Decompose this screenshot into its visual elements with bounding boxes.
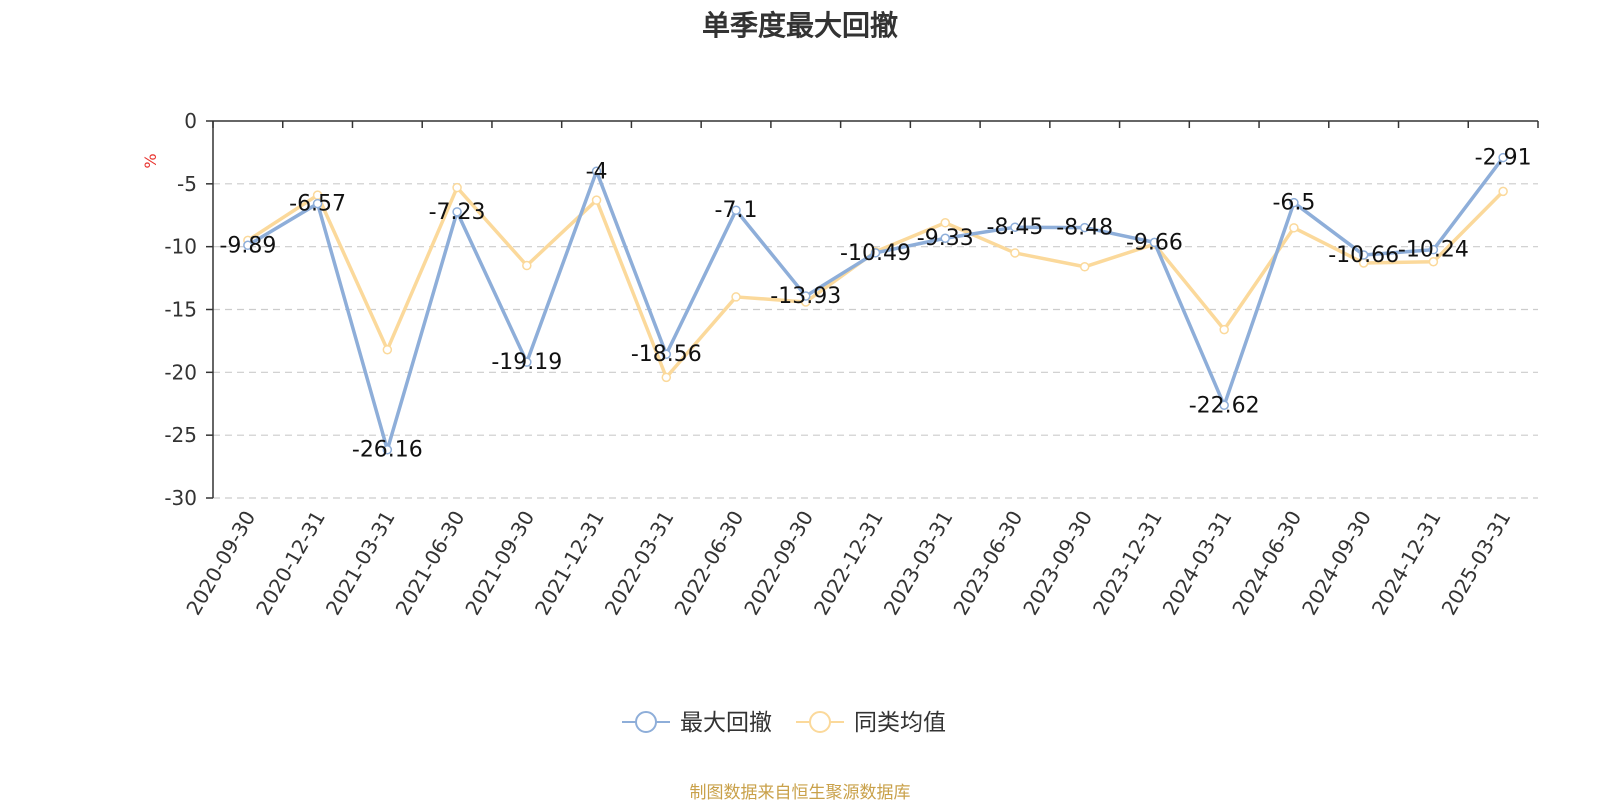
data-label: -9.33 xyxy=(917,226,974,251)
data-point[interactable] xyxy=(1428,256,1439,267)
axes: 0-5-10-15-20-25-302020-09-302020-12-3120… xyxy=(141,109,1539,620)
data-point[interactable] xyxy=(1219,400,1229,411)
x-tick-label: 2021-06-30 xyxy=(391,507,470,620)
data-label: -7.1 xyxy=(715,198,758,223)
x-tick-label: 2021-09-30 xyxy=(460,507,539,620)
data-point[interactable] xyxy=(1498,186,1508,197)
x-tick-label: 2023-12-31 xyxy=(1088,507,1167,620)
x-tick-label: 2023-06-30 xyxy=(948,506,1027,619)
data-point[interactable] xyxy=(731,205,741,215)
data-label: -4 xyxy=(586,159,608,184)
y-tick-label: -5 xyxy=(177,172,197,196)
data-label: -9.66 xyxy=(1126,230,1183,255)
data-point[interactable] xyxy=(243,240,253,251)
legend-item-0[interactable]: 最大回撤 xyxy=(622,710,772,736)
x-tick-label: 2021-03-31 xyxy=(321,507,400,620)
data-point[interactable] xyxy=(382,344,393,355)
data-label: -6.57 xyxy=(289,192,346,217)
data-labels: -9.89 -6.57 -26.16 -7.23 -19.19 -4 -18.56 -7.1 -… xyxy=(219,146,1531,463)
data-label: -18.56 xyxy=(631,342,702,367)
data-point[interactable] xyxy=(591,166,602,177)
data-point[interactable] xyxy=(1428,244,1439,255)
data-label: -10.24 xyxy=(1398,238,1469,263)
legend-item-1[interactable]: 同类均值 xyxy=(796,710,946,736)
data-label: -22.62 xyxy=(1189,393,1260,418)
data-label: -2.91 xyxy=(1475,146,1532,171)
x-tick-label: 2023-09-30 xyxy=(1018,507,1097,620)
data-point[interactable] xyxy=(940,218,950,228)
data-point[interactable] xyxy=(661,349,672,359)
x-tick-label: 2025-03-31 xyxy=(1437,507,1516,620)
data-point[interactable] xyxy=(1358,250,1369,260)
y-tick-label: -25 xyxy=(164,423,197,447)
data-point[interactable] xyxy=(1010,222,1020,232)
x-tick-label: 2024-06-30 xyxy=(1227,507,1306,620)
data-point[interactable] xyxy=(1289,197,1299,208)
data-label: -19.19 xyxy=(491,350,562,375)
y-tick-label: 0 xyxy=(184,109,197,133)
data-point[interactable] xyxy=(1149,237,1160,248)
y-tick-label: -10 xyxy=(164,235,197,259)
x-tick-label: 2024-12-31 xyxy=(1367,507,1446,620)
legend-marker xyxy=(809,711,831,733)
data-label: -26.16 xyxy=(352,438,423,463)
data-point[interactable] xyxy=(1219,324,1229,335)
x-tick-label: 2023-03-31 xyxy=(879,507,958,620)
data-point[interactable] xyxy=(452,207,462,217)
data-point[interactable] xyxy=(1079,262,1090,272)
data-point[interactable] xyxy=(312,198,323,209)
y-tick-label: -20 xyxy=(164,360,197,384)
data-point[interactable] xyxy=(382,444,393,455)
y-tick-label: -15 xyxy=(164,298,197,322)
data-point[interactable] xyxy=(1289,223,1299,233)
x-tick-label: 2022-06-30 xyxy=(669,507,748,620)
data-point[interactable] xyxy=(940,233,950,243)
data-point[interactable] xyxy=(661,372,672,383)
data-point[interactable] xyxy=(522,357,532,367)
data-point[interactable] xyxy=(1010,248,1020,258)
data-label: -6.5 xyxy=(1272,191,1315,216)
y-tick-label: -30 xyxy=(164,486,197,510)
x-tick-label: 2020-09-30 xyxy=(181,507,260,620)
data-point[interactable] xyxy=(870,248,881,258)
data-label: -10.49 xyxy=(840,241,911,266)
y-axis-unit: % xyxy=(141,153,160,168)
data-label: -13.93 xyxy=(770,284,841,309)
x-tick-label: 2020-12-31 xyxy=(251,507,330,620)
data-label: -10.66 xyxy=(1328,243,1399,268)
series-lines xyxy=(243,152,1508,455)
data-label: -9.89 xyxy=(219,233,276,258)
data-point[interactable] xyxy=(801,291,811,301)
legend-label: 最大回撤 xyxy=(680,710,772,736)
legend[interactable]: 最大回撤 同类均值 xyxy=(622,710,946,736)
data-point[interactable] xyxy=(522,260,532,271)
data-point[interactable] xyxy=(452,182,462,193)
x-tick-label: 2021-12-31 xyxy=(530,507,609,620)
x-tick-label: 2022-09-30 xyxy=(739,507,818,620)
chart-title: 单季度最大回撤 xyxy=(701,9,898,42)
legend-label: 同类均值 xyxy=(854,710,946,736)
data-label: -7.23 xyxy=(429,200,486,225)
grid-lines xyxy=(213,183,1538,499)
data-point[interactable] xyxy=(731,292,741,302)
source-note: 制图数据来自恒生聚源数据库 xyxy=(689,783,911,803)
data-point[interactable] xyxy=(1079,222,1090,233)
data-label: -8.45 xyxy=(987,215,1044,240)
data-point[interactable] xyxy=(591,195,602,205)
legend-marker xyxy=(635,711,657,733)
x-tick-label: 2024-09-30 xyxy=(1297,507,1376,620)
x-tick-label: 2024-03-31 xyxy=(1158,507,1237,620)
x-tick-label: 2022-03-31 xyxy=(600,507,679,620)
x-tick-label: 2022-12-31 xyxy=(809,507,888,620)
data-label: -8.48 xyxy=(1056,216,1113,241)
data-point[interactable] xyxy=(1498,152,1508,163)
